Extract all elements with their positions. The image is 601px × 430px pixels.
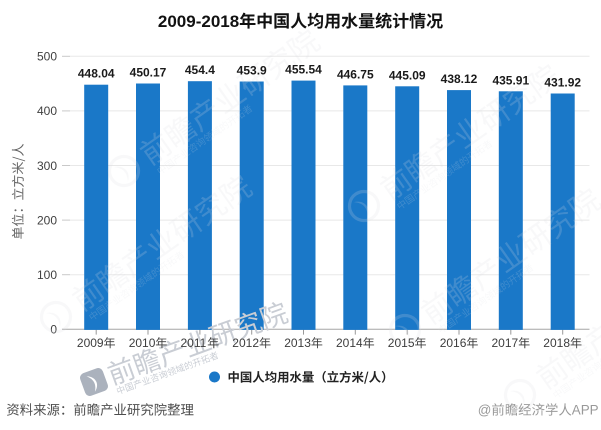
svg-text:453.9: 453.9 bbox=[237, 64, 267, 78]
svg-text:450.17: 450.17 bbox=[130, 66, 167, 80]
svg-text:2011: 2011 bbox=[181, 336, 207, 350]
svg-text:431.92: 431.92 bbox=[544, 76, 581, 90]
svg-text:2017: 2017 bbox=[492, 336, 519, 350]
svg-text:2010: 2010 bbox=[129, 336, 156, 350]
svg-text:445.09: 445.09 bbox=[389, 68, 426, 82]
svg-text:2018: 2018 bbox=[543, 336, 570, 350]
svg-text:448.04: 448.04 bbox=[78, 67, 115, 81]
svg-text:455.54: 455.54 bbox=[285, 63, 322, 77]
svg-text:2013: 2013 bbox=[284, 336, 311, 350]
svg-text:2012: 2012 bbox=[232, 336, 259, 350]
svg-text:2015: 2015 bbox=[388, 336, 415, 350]
svg-text:100: 100 bbox=[37, 268, 57, 282]
svg-text:438.12: 438.12 bbox=[441, 72, 478, 86]
svg-text:2009-2018: 2009-2018 bbox=[158, 12, 239, 31]
svg-text:@: @ bbox=[478, 402, 492, 417]
svg-text:2014: 2014 bbox=[336, 336, 363, 350]
svg-text:300: 300 bbox=[37, 159, 57, 173]
svg-text:400: 400 bbox=[37, 104, 57, 118]
svg-text:435.91: 435.91 bbox=[492, 73, 529, 87]
svg-text:200: 200 bbox=[37, 213, 57, 227]
svg-text:0: 0 bbox=[50, 323, 57, 337]
svg-text:446.75: 446.75 bbox=[337, 67, 374, 81]
svg-text:454.4: 454.4 bbox=[185, 63, 215, 77]
svg-text:500: 500 bbox=[37, 50, 57, 64]
svg-text:2009: 2009 bbox=[77, 336, 104, 350]
svg-text:APP: APP bbox=[572, 402, 599, 417]
svg-text:2016: 2016 bbox=[440, 336, 467, 350]
